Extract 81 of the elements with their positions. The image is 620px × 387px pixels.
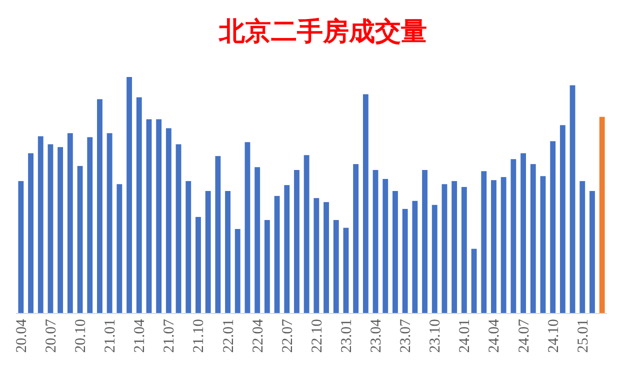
x-tick-label: 22.04 [250, 318, 266, 353]
bar [244, 142, 250, 313]
bar [294, 170, 300, 313]
bar [372, 170, 378, 313]
x-tick-label: 23.04 [368, 318, 385, 353]
bar [353, 164, 359, 313]
bar [314, 198, 320, 313]
x-tick-label: 24.04 [486, 318, 503, 353]
x-tick-label: 20.07 [43, 318, 60, 353]
bar [442, 184, 448, 313]
bar [28, 153, 34, 313]
bar [58, 147, 64, 313]
bar [186, 181, 192, 313]
bar [67, 133, 73, 313]
bar [590, 190, 595, 313]
bar [97, 99, 102, 313]
x-tick-label: 20.04 [14, 318, 30, 353]
bar [304, 155, 310, 313]
bar [392, 190, 398, 313]
bar [333, 220, 339, 313]
bar [412, 200, 418, 313]
bar [196, 216, 201, 313]
bar [560, 125, 566, 313]
x-tick-label: 21.10 [191, 319, 208, 353]
bar [580, 181, 586, 313]
bar [500, 177, 506, 313]
bar [77, 166, 83, 313]
x-tick-label: 23.01 [338, 319, 355, 353]
x-tick-label: 24.07 [516, 318, 532, 353]
bar [166, 128, 172, 313]
x-tick-label: 24.10 [546, 319, 562, 353]
x-tick-label: 21.07 [162, 318, 178, 353]
x-tick-label: 25.01 [575, 319, 592, 353]
x-tick-label: 22.10 [309, 319, 326, 353]
bar [48, 144, 54, 313]
bar [530, 164, 536, 313]
bar [540, 176, 546, 313]
bar [264, 220, 270, 313]
bar [324, 202, 329, 313]
bar [570, 85, 576, 313]
bar [481, 171, 487, 313]
bar [550, 141, 556, 313]
bar [116, 184, 122, 313]
x-tick-label: 23.07 [398, 318, 414, 353]
bar [254, 167, 260, 313]
x-tick-label: 21.04 [132, 318, 148, 353]
bar [402, 208, 408, 313]
bar [274, 196, 280, 313]
bar [234, 228, 240, 313]
bar [156, 119, 162, 313]
chart-title: 北京二手房成交量 [218, 17, 427, 47]
bar [382, 178, 388, 313]
x-tick-label: 21.01 [102, 319, 119, 353]
bar [599, 116, 605, 313]
bar [510, 159, 516, 313]
bar [284, 185, 290, 313]
bar [215, 156, 221, 313]
bar [87, 137, 93, 313]
bar [136, 97, 142, 313]
bar [18, 181, 24, 313]
bar [471, 248, 477, 313]
bar [432, 204, 438, 313]
x-tick-label: 23.10 [428, 319, 444, 353]
bar [422, 170, 428, 313]
bar [520, 153, 526, 313]
bar [176, 144, 182, 313]
bar [146, 119, 152, 313]
bar [362, 94, 368, 313]
bar [38, 136, 44, 313]
bar [461, 186, 467, 313]
bar [225, 190, 230, 313]
bar [491, 180, 496, 313]
bar [205, 190, 211, 313]
x-tick-label: 22.07 [280, 318, 296, 353]
x-tick-label: 22.01 [220, 319, 237, 353]
x-tick-label: 20.10 [73, 319, 90, 353]
bar [106, 133, 112, 313]
bar [343, 228, 349, 313]
bar [126, 77, 132, 313]
bar [452, 181, 458, 313]
x-tick-label: 24.01 [457, 319, 474, 353]
